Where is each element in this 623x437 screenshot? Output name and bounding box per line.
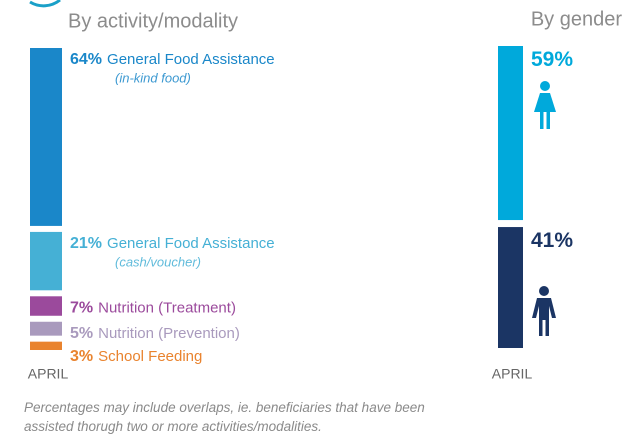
- value-label: 21%: [70, 235, 102, 252]
- value-label: 41%: [531, 229, 573, 252]
- chart-title: By activity/modality: [68, 10, 238, 32]
- chart-title: By gender: [531, 8, 623, 30]
- value-label: 3%: [70, 348, 93, 365]
- male-icon: [532, 286, 556, 336]
- series-name: Nutrition (Prevention): [98, 325, 240, 342]
- segment-label: 41%: [531, 229, 573, 252]
- segment-label: 64% General Food Assistance: [70, 51, 275, 68]
- series-name: Nutrition (Treatment): [98, 299, 236, 316]
- logo-arc: [29, 0, 61, 8]
- value-label: 64%: [70, 51, 102, 68]
- segment-label: 7% Nutrition (Treatment): [70, 299, 236, 316]
- segment-label: 3% School Feeding: [70, 348, 202, 365]
- bar-segment: [498, 46, 523, 221]
- x-tick-label: APRIL: [28, 366, 69, 382]
- series-subtitle: (cash/voucher): [115, 254, 201, 269]
- value-label: 59%: [531, 48, 573, 71]
- value-label: 7%: [70, 300, 93, 317]
- series-name: General Food Assistance: [107, 51, 275, 68]
- series-subtitle: (in-kind food): [115, 70, 191, 85]
- series-name: General Food Assistance: [107, 235, 275, 252]
- bar-segment: [30, 296, 62, 316]
- female-icon: [534, 81, 556, 129]
- bar-segment: [30, 341, 62, 350]
- x-tick-label: APRIL: [492, 366, 533, 382]
- segment-label: 21% General Food Assistance: [70, 235, 275, 252]
- bar-segment: [30, 231, 62, 291]
- footnote: Percentages may include overlaps, ie. be…: [24, 400, 425, 434]
- segment-label: 5% Nutrition (Prevention): [70, 325, 240, 342]
- value-label: 5%: [70, 325, 93, 342]
- series-name: School Feeding: [98, 348, 202, 365]
- segment-label: 59%: [531, 48, 573, 71]
- bar-segment: [498, 227, 523, 348]
- bar-segment: [30, 48, 62, 226]
- bar-segment: [30, 321, 62, 336]
